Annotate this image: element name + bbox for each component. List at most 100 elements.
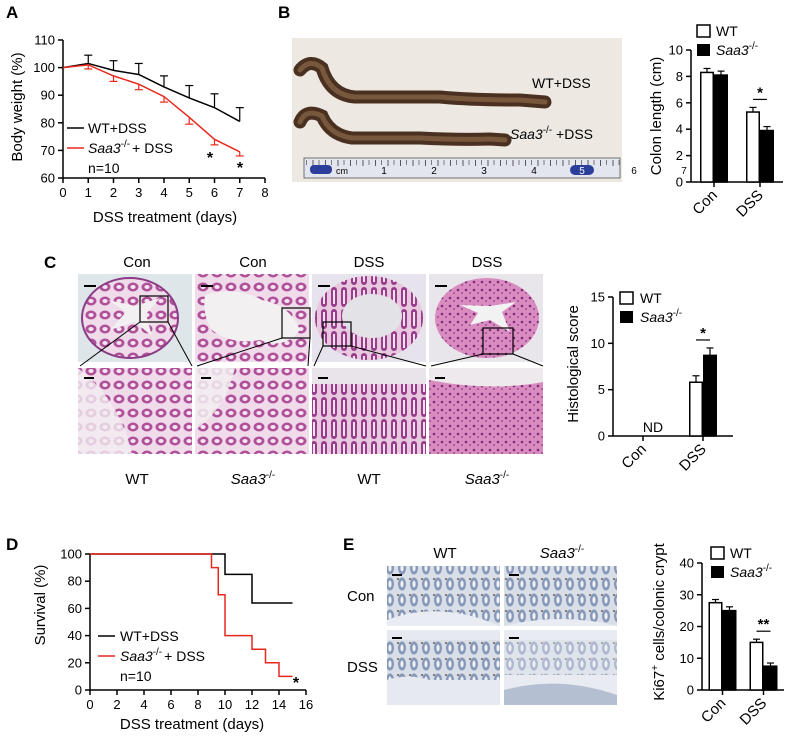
n-label-d: n=10 — [120, 668, 152, 684]
chart-b-plot: 0 2 4 6 8 10 Con DSS * — [669, 43, 783, 221]
hist-genotype-2: Saa3-/- — [231, 470, 276, 488]
colon-photo: WT+DSS Saa3-/- +DSS cm 1 2 3 4 5 6 7 — [292, 38, 687, 182]
legend-label-wt-d: WT+DSS — [120, 628, 179, 644]
histology-panel: Con Con DSS DSS — [78, 254, 544, 488]
chart-a-x-tick-label: 0 — [59, 185, 66, 200]
chart-c-y-tick-label: 5 — [598, 382, 605, 397]
chart-a-y-tick-label: 80 — [41, 115, 55, 130]
chart-d-y-tick-label: 60 — [68, 601, 82, 616]
chart-c-sig-label: * — [700, 325, 706, 342]
chart-c-ylabel: Histological score — [565, 305, 582, 423]
legend-box-saa3-c — [620, 311, 633, 323]
chart-e-sig-label: ** — [758, 616, 770, 633]
chart-b-y-tick-label: 4 — [676, 122, 683, 137]
chart-e-x-tick-label: DSS — [736, 695, 770, 729]
chart-d-x-tick-label: 4 — [140, 697, 147, 712]
chart-d-x-tick-label: 6 — [167, 697, 174, 712]
chart-a-y-tick-label: 100 — [33, 60, 55, 75]
panel-letter-d: D — [6, 535, 18, 554]
ruler-number: 3 — [481, 166, 487, 177]
n-label-a: n=10 — [88, 160, 120, 176]
histology-score-chart: 0 5 10 15 Con DSS * Histological score ND WT S… — [565, 290, 733, 475]
chart-e-bar — [749, 641, 764, 691]
ihc-header-saa3: Saa3-/- — [540, 544, 585, 562]
nd-label: ND — [643, 419, 663, 435]
chart-e-y-tick-label: 40 — [680, 556, 694, 571]
chart-e-y-tick-label: 30 — [680, 587, 694, 602]
ruler-numbers: 1 2 3 4 5 6 7 — [381, 165, 687, 177]
ruler-marker — [570, 165, 594, 175]
chart-d-x-tick-label: 10 — [218, 697, 232, 712]
chart-b-x-tick-label: DSS — [733, 187, 767, 221]
legend-label-wt-e: WT — [730, 545, 752, 561]
chart-c-bar — [703, 354, 717, 437]
chart-b-y-tick-label: 8 — [676, 69, 683, 84]
hist-header-2: Con — [239, 254, 267, 271]
ihc-row-con: Con — [347, 588, 375, 605]
panel-letter-c: C — [44, 253, 56, 272]
chart-d-x-tick-label: 2 — [113, 697, 120, 712]
hist-genotype-3: WT — [357, 471, 380, 488]
chart-b-y-tick-label: 10 — [669, 43, 683, 58]
legend-label-wt: WT+DSS — [88, 120, 147, 136]
chart-b-ylabel: Colon length (cm) — [648, 57, 665, 175]
chart-a-plot: 60 70 80 90 100 110 0 1 2 3 4 5 6 7 8 — [33, 33, 268, 201]
legend-label-saa3: Saa3-/- + DSS — [88, 139, 173, 156]
chart-e-y-tick-label: 0 — [687, 683, 694, 698]
sig-star-d: * — [293, 675, 300, 692]
chart-a-y-tick-label: 70 — [41, 143, 55, 158]
ihc-header-wt: WT — [433, 545, 456, 562]
ihc-panel: WT Saa3-/- Con DSS — [347, 544, 617, 705]
ruler-number: 7 — [681, 166, 687, 177]
chart-a-y-tick-label: 90 — [41, 88, 55, 103]
hist-header-4: DSS — [472, 254, 503, 271]
chart-e-ylabel: Ki67+ cells/colonic crypt — [650, 542, 668, 700]
chart-d-x-tick-label: 12 — [245, 697, 259, 712]
chart-b-y-tick-label: 2 — [676, 148, 683, 163]
chart-a-y-tick-label: 110 — [34, 33, 55, 48]
chart-e-bar — [722, 609, 737, 691]
chart-e-bar — [763, 665, 778, 691]
chart-c-bar — [689, 381, 703, 437]
chart-c-x-tick-label: DSS — [676, 441, 710, 475]
chart-b-y-tick-label: 0 — [676, 175, 683, 190]
hist-genotype-4: Saa3-/- — [465, 470, 510, 488]
chart-a-xlabel: DSS treatment (days) — [93, 209, 237, 226]
ruler-number: 1 — [381, 166, 387, 177]
chart-c-x-tick-label: Con — [618, 441, 649, 472]
chart-c-y-tick-label: 0 — [598, 429, 605, 444]
series-line-saa3 — [62, 64, 241, 153]
chart-a-y-tick-label: 60 — [41, 171, 55, 186]
chart-d-xlabel: DSS treatment (days) — [120, 716, 264, 733]
chart-a-x-tick-label: 8 — [261, 185, 268, 200]
survival-line-wt — [90, 553, 293, 604]
legend-box-wt-b — [696, 24, 711, 38]
ruler-number: 4 — [531, 166, 537, 177]
panel-letter-e: E — [343, 535, 354, 554]
legend-label-saa3-d: Saa3-/- + DSS — [120, 647, 205, 664]
legend-label-wt-b: WT — [716, 23, 738, 39]
chart-d-x-tick-label: 8 — [194, 697, 201, 712]
panel-letter-b: B — [278, 3, 290, 22]
legend-label-saa3-b: Saa3-/- — [716, 41, 758, 58]
chart-d-y-tick-label: 40 — [68, 628, 82, 643]
chart-b-bar — [746, 111, 760, 183]
survival-chart: 0 20 40 60 80 100 0 2 4 6 8 10 12 14 16 Survival (%) D… — [32, 547, 313, 734]
ruler-unit: cm — [336, 166, 348, 176]
legend-label-saa3-e: Saa3-/- — [730, 563, 772, 580]
chart-b-bar — [700, 71, 714, 183]
chart-d-x-tick-label: 14 — [272, 697, 286, 712]
legend-box-wt-c — [619, 291, 634, 305]
chart-d-y-tick-label: 80 — [68, 574, 82, 589]
legend-box-saa3-e — [711, 566, 724, 578]
chart-d-y-tick-label: 20 — [68, 655, 82, 670]
chart-a-x-tick-label: 3 — [135, 185, 142, 200]
chart-d-plot: 0 20 40 60 80 100 0 2 4 6 8 10 12 14 16 — [60, 547, 313, 713]
chart-c-y-tick-label: 15 — [591, 290, 605, 305]
photo-label-wt: WT+DSS — [532, 75, 591, 91]
chart-b-bar — [714, 74, 728, 183]
legend-box-wt-e — [710, 546, 725, 560]
colon-length-chart: 0 2 4 6 8 10 Con DSS * Colon length (cm) WT Saa3… — [648, 23, 783, 221]
chart-a-legend: WT+DSS Saa3-/- + DSS n=10 — [67, 120, 173, 176]
